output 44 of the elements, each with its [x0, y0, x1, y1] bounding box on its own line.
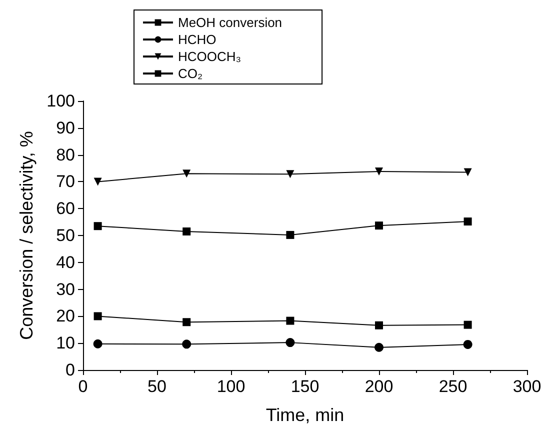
point — [286, 338, 295, 348]
y-tick-label: 40 — [56, 252, 75, 272]
point — [286, 230, 294, 239]
point — [93, 339, 102, 348]
y-tick-label: 30 — [56, 280, 75, 299]
y-tick-label: 90 — [56, 118, 75, 138]
point — [182, 170, 191, 178]
x-tick-label: 300 — [512, 377, 542, 396]
x-tick-label: 250 — [438, 377, 468, 396]
x-tick-label: 0 — [78, 377, 88, 396]
y-tick-label: 60 — [56, 199, 75, 218]
legend-label: MeOH conversion — [178, 15, 282, 30]
legend-label: HCOOCH₃ — [178, 49, 242, 64]
point — [94, 178, 102, 186]
point — [182, 318, 191, 326]
point — [375, 167, 383, 176]
point — [375, 321, 383, 330]
y-tick-label: 10 — [56, 334, 75, 353]
point — [94, 312, 102, 320]
legend-label: CO₂ — [178, 66, 203, 81]
y-tick-label: 70 — [56, 172, 75, 192]
point — [464, 168, 472, 176]
point — [463, 340, 472, 349]
x-tick-label: 150 — [290, 377, 320, 396]
point — [374, 342, 384, 352]
point — [375, 222, 383, 230]
point — [182, 340, 192, 349]
point — [182, 227, 191, 236]
point — [94, 222, 102, 230]
point — [464, 218, 472, 226]
y-tick-label: 0 — [66, 360, 75, 380]
point — [286, 170, 294, 178]
y-tick-label: 20 — [56, 306, 75, 326]
x-tick-label: 50 — [148, 377, 166, 396]
legend-label: HCHO — [178, 32, 216, 47]
point — [464, 320, 472, 329]
y-tick-label: 80 — [56, 145, 75, 164]
y-axis-title: Conversion / selectivity, % — [16, 131, 37, 340]
x-axis-title: Time, min — [266, 405, 344, 425]
x-tick-label: 100 — [216, 377, 246, 396]
point — [286, 316, 294, 325]
x-tick-label: 200 — [364, 377, 394, 396]
y-tick-label: 100 — [46, 92, 75, 110]
y-tick-label: 50 — [56, 226, 75, 245]
